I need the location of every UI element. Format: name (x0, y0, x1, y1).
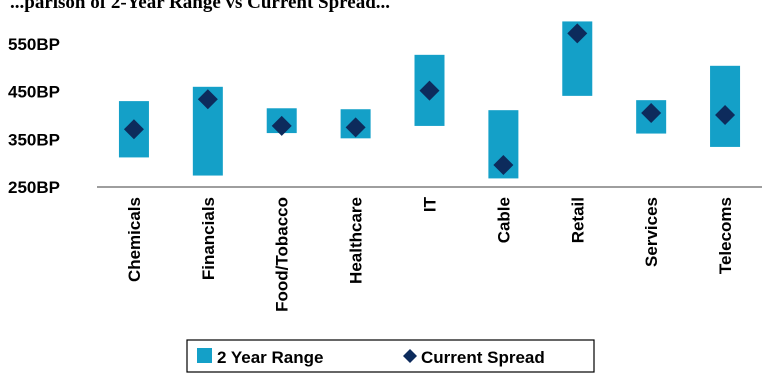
category-labels: Chemicals Financials Food/Tobacco Healthcar… (125, 196, 735, 312)
spread-marker (123, 119, 144, 140)
category-label: Food/Tobacco (273, 197, 292, 312)
category-label: Chemicals (125, 197, 144, 282)
spread-marker (271, 115, 292, 136)
legend-range-label: 2 Year Range (217, 348, 323, 367)
category-label: Retail (568, 197, 587, 243)
spread-marker (197, 89, 218, 110)
spread-marker (641, 103, 662, 124)
category-label: Cable (494, 197, 513, 243)
spread-marker (419, 80, 440, 101)
spread-marker (345, 117, 366, 138)
legend-range-swatch (197, 348, 212, 363)
spread-marker (715, 104, 736, 125)
legend-diamond-icon (403, 349, 417, 363)
legend-frame (186, 339, 595, 373)
category-label: Services (642, 197, 661, 267)
legend: 2 Year Range Current Spread (186, 339, 595, 373)
category-label: Healthcare (347, 197, 366, 284)
spread-markers (123, 23, 736, 176)
y-tick-label: 550BP (8, 35, 60, 54)
legend-marker-label: Current Spread (421, 348, 545, 367)
y-tick-label: 350BP (8, 130, 60, 149)
chart-title: ...parison of 2-Year Range vs Current Sp… (10, 0, 390, 13)
y-tick-label: 250BP (8, 178, 60, 197)
category-label: IT (421, 196, 440, 212)
category-label: Financials (199, 197, 218, 280)
y-axis-tick-labels: 250BP 350BP 450BP 550BP (8, 35, 60, 197)
spread-marker (567, 23, 588, 44)
spread-marker (493, 155, 514, 176)
y-tick-label: 450BP (8, 83, 60, 102)
category-label: Telecoms (716, 197, 735, 274)
